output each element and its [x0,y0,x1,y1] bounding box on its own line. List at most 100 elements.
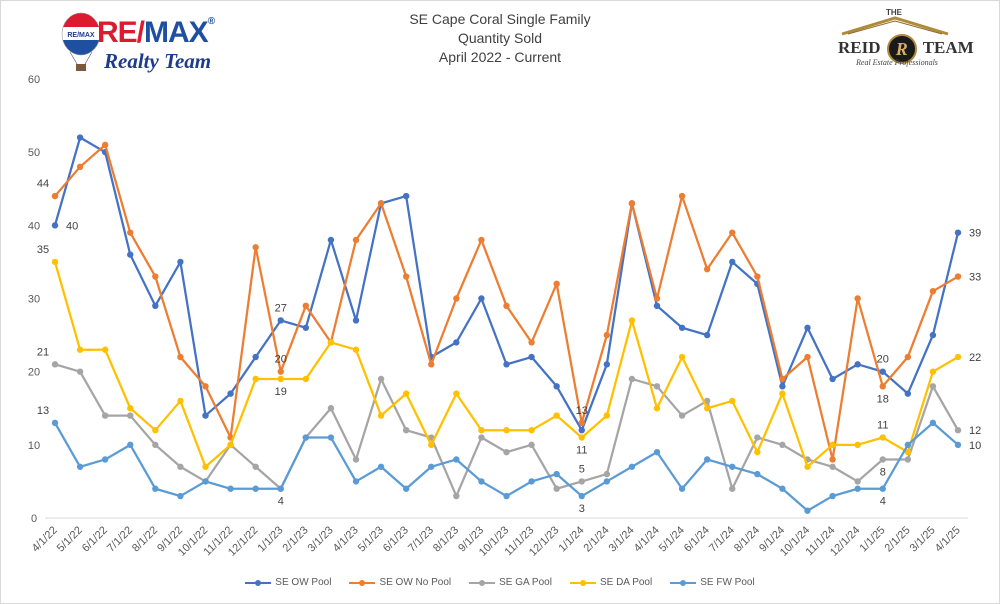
series-line [54,143,959,461]
data-point [478,478,485,485]
data-label: 4 [880,496,886,508]
data-label: 13 [37,405,49,417]
roof-icon [841,16,949,36]
y-tick-label: 0 [31,513,37,525]
y-tick-label: 10 [28,440,40,452]
x-tick-label: 8/1/24 [732,524,762,554]
registered-mark: ® [207,16,215,27]
data-point [327,339,335,346]
data-point [528,339,535,346]
data-point [101,412,109,419]
x-tick-label: 3/1/25 [908,524,938,554]
y-tick-label: 30 [28,294,40,306]
balloon-label: RE/MAX [67,32,95,39]
data-point [402,192,410,200]
data-point [428,463,435,470]
x-tick-label: 4/1/25 [933,524,963,554]
data-point [453,456,460,463]
data-point [829,463,836,470]
y-tick-label: 60 [28,74,40,86]
data-point [453,339,460,346]
data-point [779,390,786,397]
chart-title-line-2: Quantity Sold [457,30,543,46]
data-point [302,375,310,383]
data-point [854,478,861,485]
data-label: 44 [37,178,49,190]
data-point [879,383,886,390]
reid-name-left: REID [838,37,881,57]
data-point [76,368,84,375]
data-point [553,470,560,478]
data-point [101,456,109,463]
data-point [453,390,460,397]
legend-label: SE GA Pool [499,577,552,588]
line-chart: 01020304050604/1/225/1/226/1/227/1/228/1… [28,74,981,559]
data-point [302,434,310,441]
data-point [152,302,159,310]
legend-swatch-icon [469,578,496,588]
x-tick-label: 6/1/23 [381,524,411,554]
data-point [729,229,736,236]
data-point [804,463,811,470]
data-point [352,236,360,244]
chart-title: SE Cape Coral Single Family Quantity Sol… [300,10,700,67]
legend-label: SE FW Pool [700,577,755,588]
data-label: 21 [37,346,49,358]
data-point [553,412,560,419]
data-point [779,441,786,449]
data-point [528,478,535,485]
data-point [252,375,259,383]
data-point [202,383,209,390]
y-tick-label: 20 [28,367,40,379]
data-point [528,353,535,361]
data-point [754,448,761,456]
data-point [51,222,59,229]
x-tick-label: 5/1/24 [657,524,687,554]
chart-legend: SE OW Pool SE OW No Pool SE GA Pool SE DA P… [0,577,1000,591]
x-tick-label: 7/1/23 [406,524,436,554]
series-se-fw-pool [51,419,962,514]
data-point [854,441,861,449]
data-point [177,492,184,500]
data-point [754,434,761,441]
data-point [729,258,736,266]
data-point [854,485,861,492]
data-point [352,456,360,463]
data-point [127,412,134,419]
data-label: 11 [576,445,587,457]
data-label: 35 [37,244,49,256]
reid-the-label: THE [886,8,902,17]
data-point [703,331,711,339]
data-point [453,295,460,302]
data-point [177,463,184,470]
data-point [51,419,59,427]
data-point [628,200,636,207]
data-point [578,478,585,485]
data-point [327,405,335,412]
data-point [227,485,234,492]
data-point [879,434,886,441]
x-tick-label: 6/1/24 [682,524,712,554]
data-label: 33 [969,272,981,284]
data-point [954,273,962,280]
data-point [202,412,209,419]
series-se-ow-pool [51,134,962,434]
data-label: 3 [579,503,585,515]
data-point [277,485,284,492]
x-tick-label: 8/1/22 [130,524,160,554]
data-label: 20 [275,354,287,366]
reid-tagline: Real Estate Professionals [856,58,938,67]
data-point [678,192,686,200]
legend-label: SE OW No Pool [379,577,452,588]
data-point [929,383,937,390]
data-label: 40 [66,220,78,232]
legend-item: SE GA Pool [469,577,552,588]
data-point [152,485,159,492]
data-point [829,375,836,383]
data-point [729,485,736,492]
legend-swatch-icon [670,578,697,588]
data-point [503,361,510,368]
data-point [302,324,310,331]
data-point [904,456,912,463]
data-point [603,412,611,419]
